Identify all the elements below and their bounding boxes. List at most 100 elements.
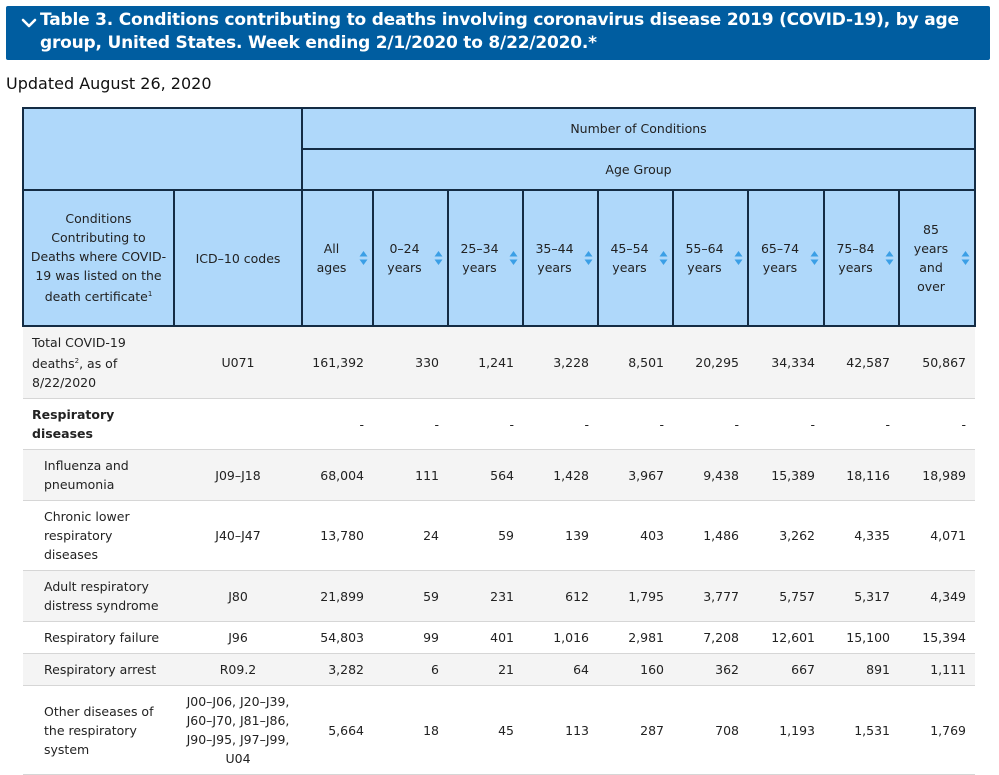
value-cell: 50,867 xyxy=(899,326,975,400)
value-cell: 1,428 xyxy=(523,449,598,502)
value-cell: 3,282 xyxy=(302,653,373,687)
value-cell: - xyxy=(899,398,975,451)
value-cell: 139 xyxy=(523,500,598,572)
icd-code-cell: J96 xyxy=(174,621,302,655)
value-cell: 13,780 xyxy=(302,500,373,572)
condition-cell: Respiratory diseases xyxy=(23,398,174,451)
value-cell: 15,100 xyxy=(824,621,899,655)
age-column-header[interactable]: 55–64 years xyxy=(672,189,749,327)
conditions-table: Number of Conditions Age Group Condition… xyxy=(22,107,976,775)
condition-label: Chronic lower respiratory diseases xyxy=(44,509,130,563)
value-cell: 21 xyxy=(448,653,523,687)
condition-label: Other diseases of the respiratory system xyxy=(44,703,154,757)
age-column-header[interactable]: 25–34 years xyxy=(447,189,524,327)
sort-arrows-icon[interactable] xyxy=(961,250,970,266)
chevron-down-icon xyxy=(21,18,37,28)
condition-cell: Total COVID-19 deaths2, as of 8/22/2020 xyxy=(23,326,174,400)
table-row: Chronic lower respiratory diseases J40–J4… xyxy=(23,500,975,572)
value-cell: 5,757 xyxy=(748,570,824,623)
value-cell: - xyxy=(748,398,824,451)
sort-arrows-icon[interactable] xyxy=(434,250,443,266)
value-cell: - xyxy=(523,398,598,451)
value-cell: - xyxy=(673,398,748,451)
value-cell: 667 xyxy=(748,653,824,687)
value-cell: 5,664 xyxy=(302,685,373,775)
value-cell: - xyxy=(373,398,448,451)
age-column-label: 25–34 years xyxy=(460,241,499,275)
value-cell: 111 xyxy=(373,449,448,502)
value-cell: 24 xyxy=(373,500,448,572)
value-cell: 15,394 xyxy=(899,621,975,655)
value-cell: 160 xyxy=(598,653,673,687)
age-column-label: All ages xyxy=(316,241,347,275)
condition-cell: Respiratory failure xyxy=(23,621,174,655)
value-cell: 231 xyxy=(448,570,523,623)
age-column-header[interactable]: All ages xyxy=(301,189,374,327)
table-row: Other diseases of the respiratory system… xyxy=(23,685,975,775)
age-column-header[interactable]: 45–54 years xyxy=(597,189,674,327)
condition-cell: Chronic lower respiratory diseases xyxy=(23,500,174,572)
sort-arrows-icon[interactable] xyxy=(509,250,518,266)
age-column-header[interactable]: 85 years and over xyxy=(898,189,976,327)
age-column-label: 75–84 years xyxy=(836,241,875,275)
value-cell: 1,531 xyxy=(824,685,899,775)
sort-arrows-icon[interactable] xyxy=(734,250,743,266)
value-cell: 401 xyxy=(448,621,523,655)
condition-column-label: Conditions Contributing to Deaths where … xyxy=(30,211,167,305)
value-cell: 330 xyxy=(373,326,448,400)
age-column-header[interactable]: 35–44 years xyxy=(522,189,599,327)
sort-arrows-icon[interactable] xyxy=(810,250,819,266)
age-column-header[interactable]: 65–74 years xyxy=(747,189,825,327)
condition-column-header: Conditions Contributing to Deaths where … xyxy=(22,189,175,327)
sort-arrows-icon[interactable] xyxy=(659,250,668,266)
value-cell: 4,349 xyxy=(899,570,975,623)
table-row: Respiratory diseases - - - - - - - - - xyxy=(23,398,975,451)
value-cell: 891 xyxy=(824,653,899,687)
icd-code-cell: J09–J18 xyxy=(174,449,302,502)
value-cell: 362 xyxy=(673,653,748,687)
icd-column-header: ICD–10 codes xyxy=(173,189,303,327)
value-cell: 6 xyxy=(373,653,448,687)
conditions-table-wrapper: Number of Conditions Age Group Condition… xyxy=(22,107,976,775)
value-cell: 3,262 xyxy=(748,500,824,572)
value-cell: 9,438 xyxy=(673,449,748,502)
value-cell: 287 xyxy=(598,685,673,775)
condition-label: Respiratory failure xyxy=(44,630,160,646)
header-blank-cell xyxy=(22,107,303,191)
value-cell: 708 xyxy=(673,685,748,775)
age-column-label: 0–24 years xyxy=(387,241,422,275)
icd-code-cell xyxy=(174,398,302,451)
value-cell: 403 xyxy=(598,500,673,572)
condition-label: Respiratory arrest xyxy=(44,662,157,678)
condition-cell: Adult respiratory distress syndrome xyxy=(23,570,174,623)
value-cell: 3,967 xyxy=(598,449,673,502)
table-body: Total COVID-19 deaths2, as of 8/22/2020 U… xyxy=(23,326,975,775)
table-title-banner[interactable]: Table 3. Conditions contributing to deat… xyxy=(6,6,990,60)
value-cell: 99 xyxy=(373,621,448,655)
sort-arrows-icon[interactable] xyxy=(885,250,894,266)
value-cell: 64 xyxy=(523,653,598,687)
value-cell: - xyxy=(598,398,673,451)
condition-label: Influenza and pneumonia xyxy=(44,458,129,493)
condition-label: Adult respiratory distress syndrome xyxy=(44,579,159,614)
condition-cell: Influenza and pneumonia xyxy=(23,449,174,502)
footnote-marker: 2 xyxy=(74,357,80,365)
sort-arrows-icon[interactable] xyxy=(359,250,368,266)
age-column-header[interactable]: 0–24 years xyxy=(372,189,449,327)
value-cell: 4,335 xyxy=(824,500,899,572)
age-column-label: 45–54 years xyxy=(610,241,649,275)
value-cell: 15,389 xyxy=(748,449,824,502)
footnote-marker: 1 xyxy=(147,290,153,299)
value-cell: 68,004 xyxy=(302,449,373,502)
value-cell: 18,116 xyxy=(824,449,899,502)
value-cell: 18 xyxy=(373,685,448,775)
value-cell: 1,193 xyxy=(748,685,824,775)
age-column-header[interactable]: 75–84 years xyxy=(823,189,900,327)
icd-code-cell: U071 xyxy=(174,326,302,400)
age-column-label: 55–64 years xyxy=(685,241,724,275)
value-cell: 1,111 xyxy=(899,653,975,687)
age-column-label: 35–44 years xyxy=(535,241,574,275)
table-row: Respiratory arrest R09.2 3,282 6 21 64 160 362 6… xyxy=(23,653,975,687)
sort-arrows-icon[interactable] xyxy=(584,250,593,266)
value-cell: 1,769 xyxy=(899,685,975,775)
